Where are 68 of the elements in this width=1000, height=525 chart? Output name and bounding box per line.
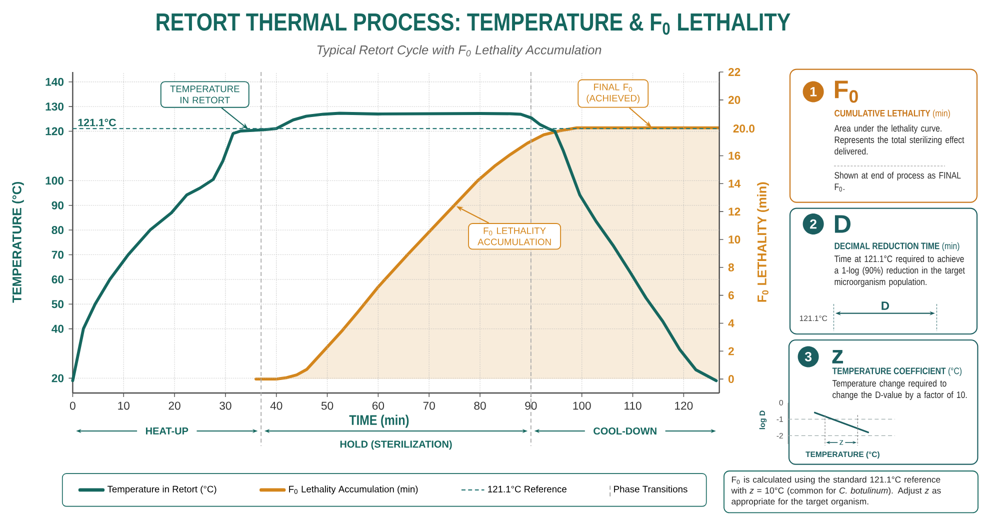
x-tick-label: 90: [525, 402, 537, 410]
y-tick-label: 20: [52, 374, 64, 382]
y2-tick-label: 8: [728, 263, 734, 272]
legend-label: 121.1°C Reference: [488, 486, 566, 492]
text: 2: [810, 219, 816, 229]
x-tick-label: 80: [474, 402, 486, 410]
y-tick-label: 50: [52, 300, 64, 308]
annotation: z: [840, 440, 844, 445]
y-tick-label: 60: [52, 275, 64, 284]
y2-tick-label: 20: [728, 96, 740, 104]
chart-subtitle: TEMPERATURE COEFFICIENT (°C): [832, 367, 962, 376]
y2-tick-label: 6: [728, 291, 734, 300]
text: 1: [810, 87, 817, 96]
y-tick-label: 120: [46, 127, 64, 136]
text: D: [834, 215, 851, 233]
x-tick-label: 0: [70, 402, 76, 410]
text: 20.0: [733, 124, 754, 133]
y2-tick-label: 0: [728, 375, 734, 384]
y-tick-label: 140: [46, 78, 64, 86]
text: Time at 121.1°C required to achieve a 1-log (90%) reduction in the target microorganism population.: [834, 255, 965, 287]
y2-axis-title: F$_{0}$ LETHALITY (min): [757, 182, 769, 302]
text: HEAT-UP: [146, 428, 188, 435]
x-tick-label: 60: [372, 402, 384, 410]
legend-label: F$_{0}$ Lethality Accumulation (min): [289, 486, 418, 494]
annotation: F$_{0}$ LETHALITY ACCUMULATION: [478, 227, 551, 246]
y-tick-label: 100: [46, 176, 64, 185]
y-tick-label: 90: [52, 201, 64, 210]
legend-label: Temperature in Retort (°C): [107, 486, 216, 494]
y-tick-label: 70: [52, 250, 64, 259]
x-tick-label: 40: [270, 402, 282, 410]
x-tick-label: 120: [675, 402, 693, 410]
text: COOL-DOWN: [594, 427, 656, 435]
annotation: TEMPERATURE IN RETORT: [170, 86, 240, 104]
text: F$_{0}$: [834, 80, 858, 103]
chart-title: z: [832, 350, 844, 364]
y2-tick-label: 10: [728, 235, 740, 244]
x-tick-label: 70: [423, 402, 435, 410]
x-tick-label: 20: [168, 402, 180, 410]
y2-tick-label: 14: [728, 180, 741, 188]
y2-tick-label: 2: [728, 347, 734, 356]
text: 3: [804, 352, 812, 362]
text: Temperature change required to change the D-value by a factor of 10.: [832, 380, 967, 400]
text: F$_{0}$ is calculated using the standard 121.1°C reference with z = 10°C (common for C. botulinum). Adjust z as appropriate for the target organism.: [731, 476, 941, 506]
text: DECIMAL REDUCTION TIME (min): [834, 242, 960, 252]
annotation: FINAL F$_{0}$ (ACHIEVED): [586, 84, 640, 104]
text: D: [882, 302, 890, 310]
y2-tick-label: 22: [728, 68, 740, 76]
y2-tick-label: 4: [728, 319, 734, 328]
legend-label: Phase Transitions: [614, 486, 688, 492]
y-tick-label: 130: [46, 102, 64, 111]
x-tick-label: 30: [220, 402, 232, 410]
x-tick-label: 110: [624, 402, 642, 410]
x-tick-label: 100: [573, 402, 591, 410]
y-axis-title: TEMPERATURE (°C): [12, 182, 24, 303]
x-tick-label: 50: [321, 402, 334, 410]
text: Shown at end of process as FINAL F$_{0}$.: [834, 172, 961, 192]
y-tick-label: 80: [52, 226, 64, 234]
text: CUMULATIVE LETHALITY (min): [834, 110, 950, 118]
text: HOLD (STERILIZATION): [340, 440, 452, 450]
annotation: 121.1°C: [78, 118, 116, 126]
chart-subtitle: Typical Retort Cycle with F$_{0}$ Lethality Accumulation: [317, 45, 602, 57]
text: Area under the lethality curve. Represents the total sterilizing effect delivered.: [834, 124, 964, 155]
y2-tick-label: 12: [728, 208, 740, 216]
y2-tick-label: 16: [728, 152, 740, 160]
x-tick-label: 10: [118, 402, 130, 410]
x-axis-title: TIME (min): [349, 414, 409, 428]
chart-title: RETORT THERMAL PROCESS: TEMPERATURE & F$_{0}$ LETHALITY: [156, 13, 790, 35]
y-tick-label: 40: [52, 324, 64, 333]
